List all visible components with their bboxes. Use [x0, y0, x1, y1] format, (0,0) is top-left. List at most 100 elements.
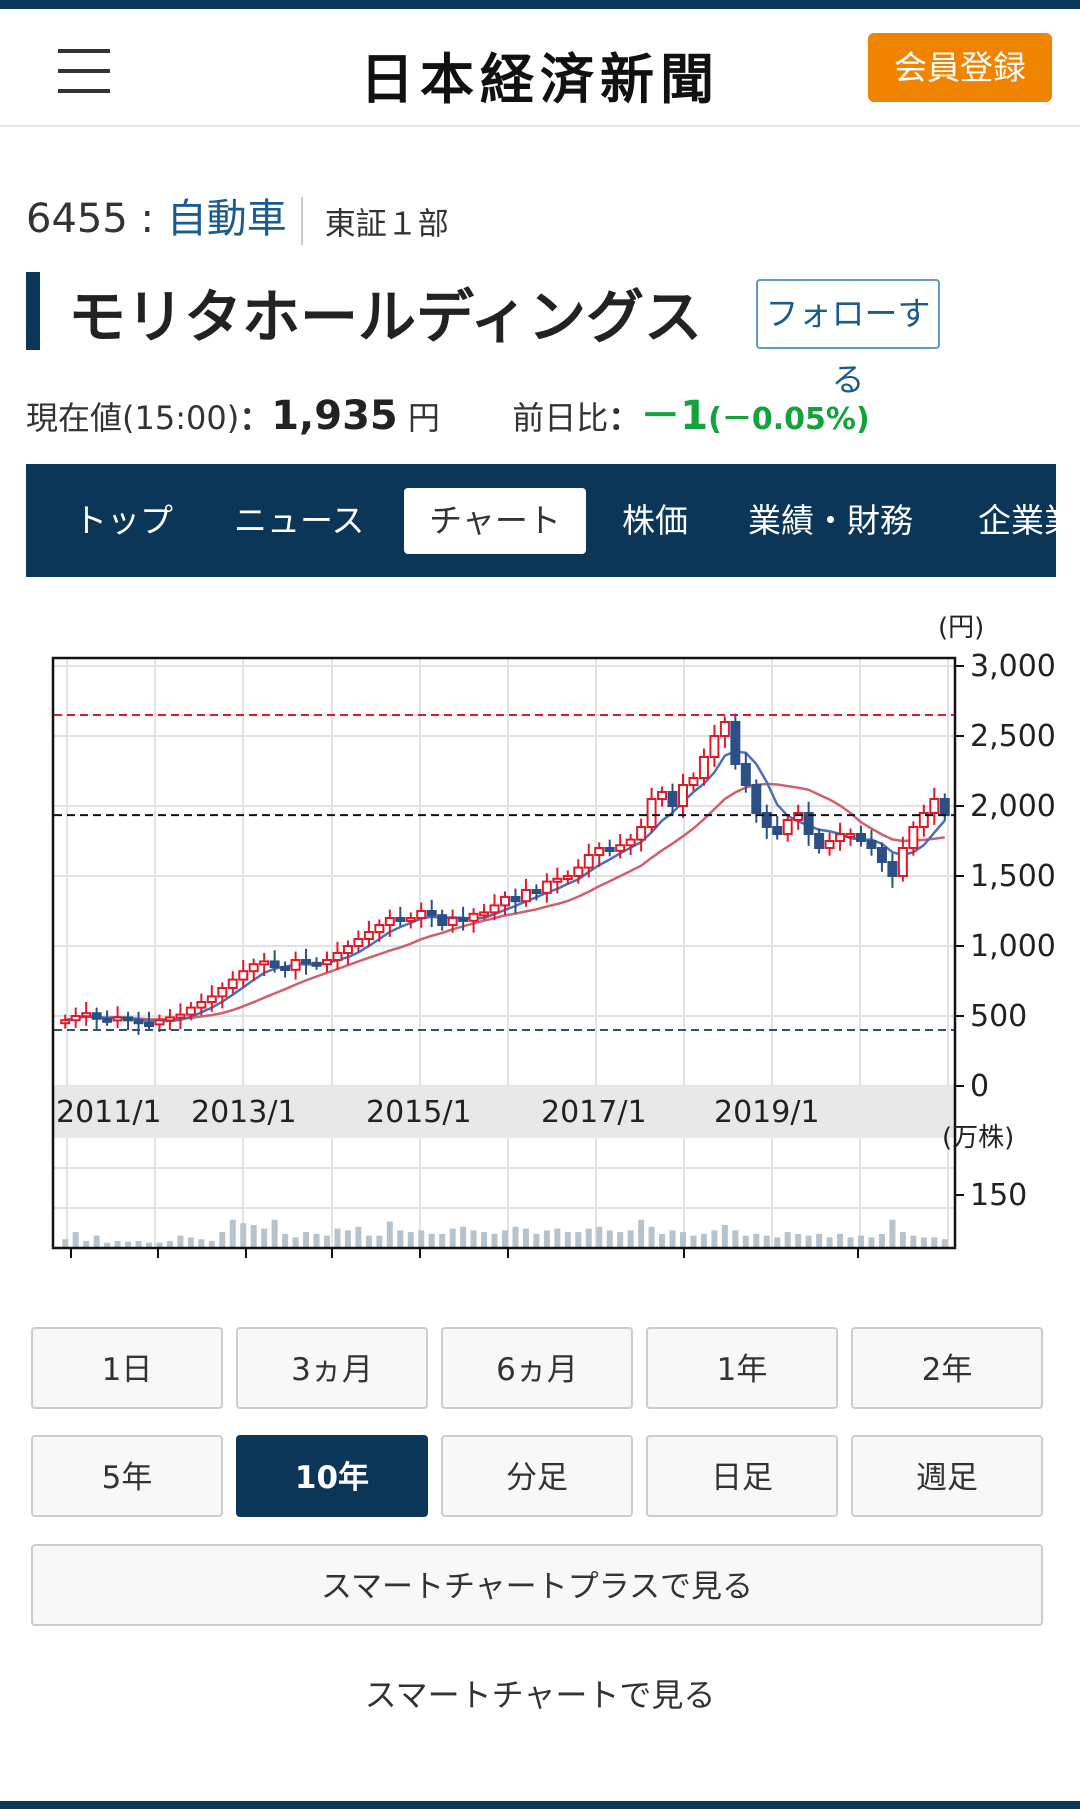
candle-body — [248, 963, 259, 973]
volume-bar — [376, 1235, 383, 1248]
volume-bar — [166, 1240, 173, 1248]
candle-body — [384, 917, 395, 926]
x-tick-label: 2013/1 — [191, 1095, 297, 1130]
period-button-3m[interactable]: 3ヵ月 — [236, 1327, 428, 1409]
tab-chart[interactable]: チャート — [404, 488, 586, 554]
sector-link[interactable]: 自動車 — [166, 196, 287, 242]
volume-bar — [261, 1228, 268, 1248]
candle-body — [332, 952, 343, 961]
candle-body — [520, 889, 531, 903]
candle-body — [866, 840, 877, 849]
candle-body — [81, 1012, 92, 1018]
volume-bar — [365, 1235, 372, 1248]
tab-company[interactable]: 企業業 — [978, 501, 1056, 540]
candle-body — [845, 833, 856, 838]
volume-bar — [742, 1235, 749, 1248]
volume-tick-label: 150 — [970, 1178, 1027, 1213]
period-button-daily[interactable]: 日足 — [646, 1435, 838, 1517]
price-label: 現在値(15:00) — [26, 399, 240, 437]
tab-top[interactable]: トップ — [74, 501, 173, 540]
candle-body — [60, 1019, 71, 1025]
smart-chart-plus-button[interactable]: スマートチャートプラスで見る — [31, 1544, 1043, 1626]
period-button-1d[interactable]: 1日 — [31, 1327, 223, 1409]
candle-body — [719, 721, 730, 737]
period-button-minute[interactable]: 分足 — [441, 1435, 633, 1517]
code-separator: : — [140, 196, 154, 242]
candle-body — [238, 970, 249, 981]
volume-bar — [858, 1235, 864, 1248]
volume-bar — [93, 1235, 100, 1248]
register-button[interactable]: 会員登録 — [868, 33, 1052, 102]
x-tick-label: 2019/1 — [714, 1095, 820, 1130]
volume-bar — [889, 1219, 896, 1248]
volume-bar — [177, 1235, 184, 1248]
candle-body — [698, 756, 709, 779]
volume-bar — [135, 1240, 142, 1248]
volume-bar — [606, 1230, 613, 1248]
period-button-6m[interactable]: 6ヵ月 — [441, 1327, 633, 1409]
volume-bar — [355, 1226, 362, 1248]
menu-icon[interactable] — [58, 49, 110, 93]
candle-body — [667, 791, 678, 807]
candle-body — [918, 812, 929, 828]
top-accent-bar — [0, 0, 1080, 9]
stock-tabs: トップ ニュース チャート 株価 業績・財務 企業業 — [26, 464, 1056, 577]
volume-bar — [533, 1233, 540, 1248]
candle-body — [594, 847, 605, 856]
volume-bar — [721, 1225, 728, 1248]
volume-bar — [62, 1239, 69, 1248]
candle-body — [416, 910, 427, 919]
candle-body — [510, 896, 521, 903]
bottom-accent-bar — [0, 1801, 1080, 1809]
candle-body — [154, 1019, 165, 1026]
tab-stock-price[interactable]: 株価 — [622, 501, 688, 540]
y-tick-label: 1,500 — [970, 859, 1056, 894]
volume-bar — [627, 1230, 634, 1248]
candle-body — [761, 812, 772, 828]
volume-bar — [104, 1242, 111, 1248]
candle-body — [70, 1015, 81, 1022]
y-axis-ticks: 3,000 2,500 2,000 1,500 1,000 500 0 — [954, 649, 1056, 1104]
volume-bar — [428, 1233, 435, 1248]
volume-bar — [690, 1235, 697, 1248]
volume-bar — [146, 1242, 152, 1248]
period-button-2y[interactable]: 2年 — [851, 1327, 1043, 1409]
period-button-weekly[interactable]: 週足 — [851, 1435, 1043, 1517]
candle-body — [175, 1013, 186, 1019]
period-button-1y[interactable]: 1年 — [646, 1327, 838, 1409]
candle-body — [342, 945, 353, 954]
candle-body — [636, 826, 647, 841]
moving-averages — [64, 750, 946, 1023]
tab-news[interactable]: ニュース — [234, 501, 365, 540]
candle-body — [646, 798, 657, 828]
period-button-10y[interactable]: 10年 — [236, 1435, 428, 1517]
tab-financials[interactable]: 業績・財務 — [748, 501, 913, 540]
volume-bar — [638, 1219, 645, 1248]
volume-bar — [931, 1237, 938, 1248]
candle-body — [217, 987, 228, 998]
candle-body — [688, 777, 699, 786]
site-logo[interactable]: 日本経済新聞 — [360, 47, 720, 111]
candle-body — [908, 826, 919, 849]
volume-bar — [753, 1233, 760, 1248]
candle-body — [437, 914, 448, 927]
candle-body — [311, 961, 322, 967]
candle-body — [363, 931, 374, 940]
date-axis-band — [54, 1086, 954, 1138]
volume-bar — [554, 1228, 561, 1248]
smart-chart-link[interactable]: スマートチャートで見る — [364, 1676, 716, 1714]
volume-bar — [386, 1221, 393, 1248]
candle-body — [322, 959, 332, 966]
candle-body — [458, 917, 469, 922]
follow-button[interactable]: フォローする — [756, 279, 940, 399]
divider — [300, 197, 303, 245]
candle-body — [227, 978, 238, 990]
y-tick-label: 2,500 — [970, 719, 1056, 754]
candle-body — [625, 838, 636, 847]
volume-bar — [585, 1228, 592, 1248]
volume-bar — [816, 1233, 823, 1248]
candle-body — [447, 917, 458, 926]
candle-body — [541, 880, 552, 894]
candle-body — [112, 1016, 123, 1022]
period-button-5y[interactable]: 5年 — [31, 1435, 223, 1517]
